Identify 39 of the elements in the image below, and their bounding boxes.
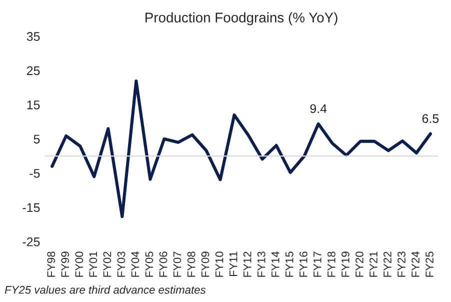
x-tick-label: FY25 [426,252,434,277]
x-tick-label: FY22 [384,252,392,277]
y-tick-label: 25 [26,66,40,76]
x-tick-label: FY16 [299,252,308,277]
chart-title: Production Foodgrains (% YoY) [146,12,338,26]
x-tick-label: FY11 [230,252,238,276]
x-tick-label: FY10 [215,252,224,277]
y-tick-label: -25 [22,237,40,246]
x-tick-label: FY05 [145,252,154,277]
y-tick-label: -5 [30,169,40,178]
x-tick-label: FY12 [243,252,252,277]
x-tick-label: FY21 [370,252,378,277]
data-label: 6.5 [422,114,439,123]
data-label: 9.4 [310,104,327,114]
x-tick-label: FY00 [75,252,84,277]
x-tick-label: FY07 [173,252,182,277]
y-tick-label: 35 [26,32,40,41]
x-tick-label: FY18 [327,252,336,277]
x-tick-label: FY99 [61,252,70,277]
y-tick-label: 15 [27,100,40,110]
x-tick-label: FY98 [47,252,56,277]
x-tick-label: FY24 [412,251,420,277]
x-tick-label: FY09 [201,252,210,277]
x-tick-label: FY19 [342,252,350,277]
y-tick-label: -15 [22,203,40,212]
text: FY25 values are third advance estimates [4,286,206,294]
x-tick-label: FY20 [356,252,364,277]
x-tick-label: FY01 [89,252,98,277]
x-tick-label: FY04 [131,251,140,277]
x-tick-label: FY14 [272,251,280,277]
y-tick-label: 5 [34,134,40,144]
x-tick-label: FY06 [159,252,168,277]
x-tick-label: FY15 [286,252,294,277]
x-tick-label: FY02 [103,252,112,277]
x-tick-label: FY17 [314,252,322,277]
x-tick-label: FY13 [257,252,266,277]
x-tick-label: FY03 [117,252,126,277]
x-tick-label: FY08 [187,252,196,277]
x-tick-label: FY23 [398,252,406,277]
